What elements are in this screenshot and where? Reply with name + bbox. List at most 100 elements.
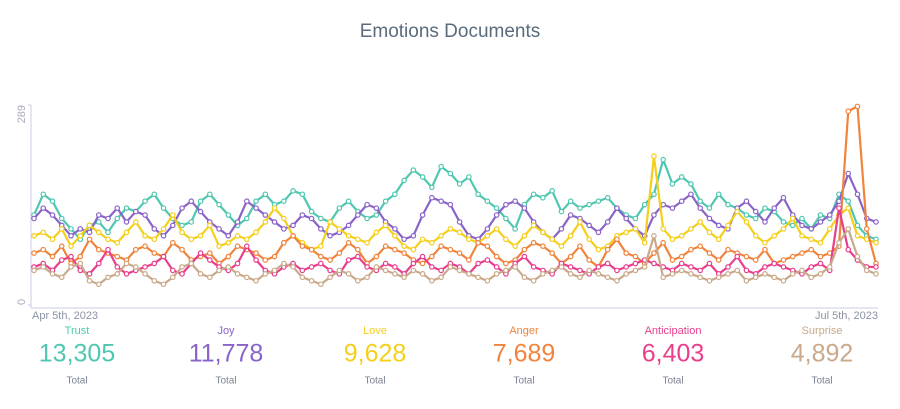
point [290,222,296,229]
point [299,243,306,249]
total-caption: Total [364,376,385,387]
point [262,257,269,263]
point [678,232,685,239]
point [558,264,565,270]
point [160,232,167,239]
point [58,243,65,249]
point [253,277,259,284]
point [327,257,333,263]
point [207,222,213,229]
point [678,198,685,204]
point [151,191,158,198]
point [401,250,407,256]
point [604,194,611,201]
point [826,264,833,270]
point [697,267,703,274]
point [669,181,676,187]
point [780,226,787,232]
point [641,201,648,208]
total-value: 7,689 [493,340,556,368]
point [845,246,852,253]
point [614,236,620,243]
point [845,205,852,211]
point [678,253,685,260]
point [447,170,454,177]
point [105,229,111,236]
point [114,271,121,277]
point [466,271,472,277]
point [373,212,380,218]
series-line [33,207,876,275]
total-value: 9,628 [344,340,407,368]
point [549,236,555,243]
point [382,222,389,229]
point [31,215,37,222]
point [752,232,759,239]
point [105,246,111,253]
point [401,236,407,243]
point [68,226,74,232]
point [95,219,102,225]
point [429,264,435,270]
series-line [33,172,877,241]
point [493,205,500,211]
point [308,208,315,215]
point [253,250,259,256]
point [142,271,148,277]
point [345,232,352,239]
point [271,219,278,225]
point [577,267,583,274]
point [49,253,56,260]
point [68,264,74,270]
point [484,232,491,239]
point [40,229,47,236]
point [817,260,824,267]
point [290,188,296,194]
point [123,229,130,236]
point [142,198,148,204]
point [715,274,722,281]
point [216,201,222,208]
point [345,257,352,263]
point [382,260,389,267]
point [817,212,824,218]
point [817,219,824,225]
point [345,198,352,204]
point [262,271,269,277]
point [68,253,74,260]
point [549,267,555,274]
point [419,174,426,180]
point [419,253,426,260]
point [355,212,361,218]
point [808,264,815,270]
point [836,205,842,211]
point [503,236,509,243]
point [188,260,195,267]
point [49,198,56,204]
point [123,219,130,225]
point [364,215,370,222]
point [197,250,204,256]
point [632,260,639,267]
point [77,267,84,274]
point [549,250,555,256]
point [521,274,528,281]
total-value: 6,403 [642,340,705,368]
point [456,229,463,236]
point [743,198,750,204]
point [197,198,204,204]
legend-name: Anger [509,325,539,337]
point [299,212,306,218]
point [40,191,47,198]
point [873,271,879,277]
point [734,208,741,215]
point [207,250,213,256]
point [169,222,176,229]
point [873,219,879,225]
point [771,232,778,239]
point [651,260,657,267]
point [836,198,842,204]
point [271,267,278,274]
point [715,191,722,198]
point [197,208,204,215]
